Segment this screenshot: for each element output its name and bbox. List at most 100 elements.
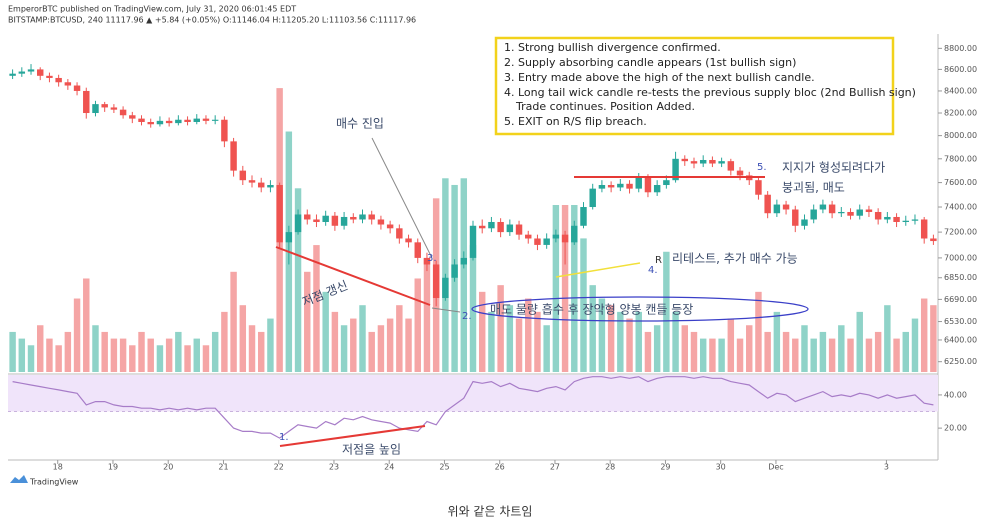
note-line: Trade continues. Position Added.: [515, 100, 695, 113]
x-tick-label: 20: [163, 463, 173, 472]
y-tick-label: 6850.00: [944, 273, 977, 282]
volume-bar: [865, 338, 873, 372]
candle-body: [147, 121, 154, 125]
candle-body: [838, 211, 845, 214]
volume-bar: [322, 291, 329, 372]
header-line: EmperorBTC published on TradingView.com,…: [8, 5, 296, 14]
note-line: 1. Strong bullish divergence confirmed.: [504, 41, 721, 54]
candle-body: [451, 264, 458, 278]
note-line: 2. Supply absorbing candle appears (1st …: [504, 56, 796, 69]
candle-body: [874, 211, 882, 220]
volume-bar: [828, 338, 836, 372]
candle-body: [175, 119, 182, 124]
x-tick-label: 28: [605, 463, 615, 472]
volume-bar: [838, 325, 845, 372]
note-line: 4. Long tail wick candle re-tests the pr…: [504, 86, 916, 99]
volume-bar: [119, 338, 127, 372]
rsi-band: [8, 375, 938, 412]
volume-bar: [64, 331, 72, 372]
volume-bar: [350, 318, 357, 372]
volume-bar: [497, 285, 504, 372]
volume-bar: [626, 318, 633, 372]
x-tick-label: Dec: [768, 463, 783, 472]
volume-bar: [552, 205, 560, 372]
volume-bar: [184, 345, 191, 372]
volume-bar: [920, 298, 928, 372]
candle-body: [497, 221, 504, 233]
x-tick-label: 27: [550, 463, 560, 472]
candle-body: [469, 225, 477, 258]
volume-bar: [561, 205, 569, 372]
volume-bar: [294, 188, 302, 372]
candle-body: [156, 120, 164, 125]
rsi-trend-line: [279, 425, 426, 447]
y-tick-label: 7600.00: [944, 178, 977, 187]
candle-body: [239, 170, 247, 181]
candle-body: [488, 221, 495, 229]
candle-body: [414, 242, 421, 258]
volume-bar: [83, 278, 90, 372]
volume-bar: [764, 331, 771, 372]
candle-body: [617, 183, 624, 188]
volume-bar: [792, 338, 799, 372]
logo-text: TradingView: [29, 478, 79, 487]
volume-bar: [672, 311, 679, 372]
arrow-line: [431, 307, 461, 313]
candle-body: [129, 115, 136, 119]
candle-body: [552, 234, 560, 239]
volume-bar: [727, 318, 735, 372]
candle-body: [202, 118, 210, 121]
candle-body: [764, 194, 771, 214]
volume-bar: [405, 318, 412, 372]
candle-body: [653, 185, 661, 193]
volume-bar: [589, 285, 596, 372]
volume-bar: [248, 325, 256, 372]
x-tick-label: 23: [329, 463, 339, 472]
candle-body: [18, 71, 26, 74]
candle-body: [506, 224, 514, 233]
candle-body: [911, 219, 919, 221]
candle-body: [561, 234, 569, 243]
candle-body: [46, 75, 53, 78]
logo-icon: [10, 475, 28, 483]
volume-bar: [27, 345, 35, 372]
volume-bar: [653, 325, 661, 372]
candle-body: [699, 159, 707, 164]
candle-body: [847, 211, 854, 216]
x-tick-label: 18: [53, 463, 63, 472]
volume-bar: [755, 291, 762, 372]
candle-body: [92, 104, 99, 114]
volume-bar: [202, 345, 210, 372]
caption: 위와 같은 차트임: [448, 505, 533, 519]
volume-bar: [598, 298, 606, 372]
volume-bar: [156, 345, 164, 372]
y-tick-label: 7400.00: [944, 203, 977, 212]
candle-body: [773, 204, 781, 214]
arrow-line: [371, 137, 433, 259]
x-tick-label: 21: [218, 463, 228, 472]
volume-bar: [340, 325, 348, 372]
volume-bar: [478, 291, 486, 372]
volume-bar: [635, 311, 642, 372]
candle-body: [635, 177, 642, 189]
volume-bar: [525, 298, 532, 372]
volume-bar: [257, 331, 265, 372]
volume-bar: [267, 318, 274, 372]
y-tick-label: 8200.00: [944, 109, 977, 118]
candle-body: [736, 170, 744, 176]
y-tick-label: 8400.00: [944, 86, 977, 95]
volume-bar: [101, 331, 108, 372]
candle-body: [920, 219, 928, 239]
candle-body: [211, 119, 219, 121]
header-line: BITSTAMP:BTCUSD, 240 11117.96 ▲ +5.84 (+…: [8, 16, 416, 25]
volume-bar: [911, 318, 919, 372]
volume-bar: [874, 331, 882, 372]
candle-body: [396, 228, 403, 239]
volume-bar: [515, 318, 523, 372]
volume-bar: [488, 311, 495, 372]
candle-body: [340, 216, 348, 226]
volume-bar: [165, 338, 173, 372]
rsi-line: [12, 376, 934, 439]
candle-body: [405, 238, 412, 243]
candle-body: [663, 180, 670, 186]
